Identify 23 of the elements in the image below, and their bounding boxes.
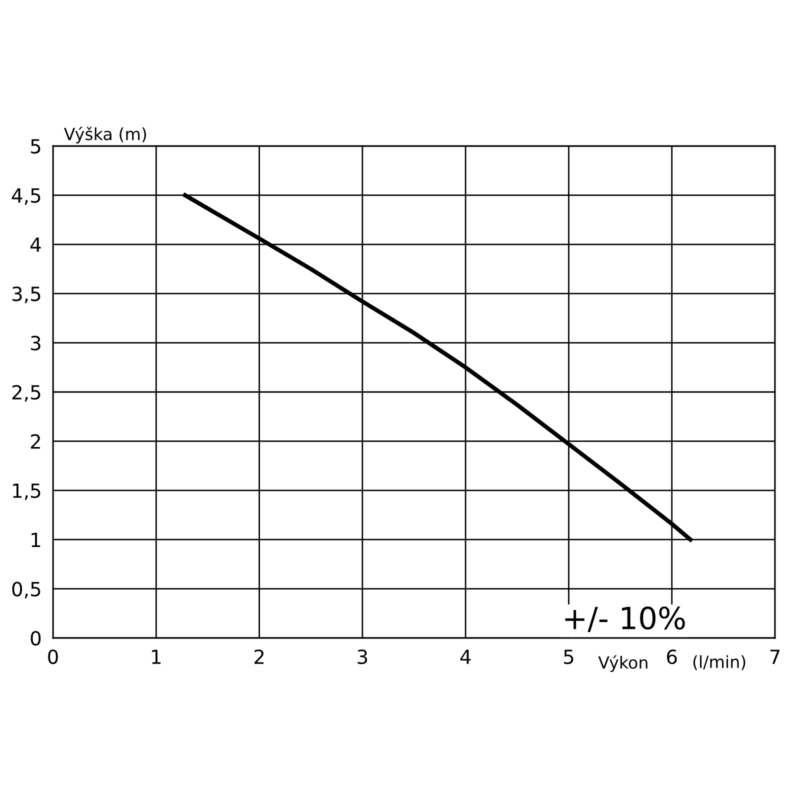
text: (l/min) bbox=[693, 655, 746, 670]
y-axis-title: Výška (m) bbox=[64, 126, 146, 144]
x-tick-label: 7 bbox=[770, 650, 780, 664]
y-tick-label: 3 bbox=[31, 336, 40, 350]
y-tick-label: 3,5 bbox=[12, 286, 40, 304]
x-tick-label: 3 bbox=[358, 649, 368, 664]
x-tick-label: 0 bbox=[48, 649, 58, 664]
y-tick-label: 4,5 bbox=[12, 188, 40, 205]
y-tick-label: 0 bbox=[30, 630, 41, 646]
x-axis-title: Výkon bbox=[598, 655, 648, 672]
x-tick-label: 5 bbox=[564, 650, 574, 664]
y-tick-label: 1 bbox=[32, 532, 40, 547]
y-tick-label: 1,5 bbox=[13, 484, 40, 500]
x-tick-label: 4 bbox=[460, 650, 471, 664]
annotation: +/- 10% bbox=[565, 606, 685, 632]
y-tick-label: 5 bbox=[31, 139, 40, 154]
y-tick-label: 2 bbox=[30, 434, 40, 449]
y-tick-label: 0,5 bbox=[12, 582, 40, 598]
x-tick-label: 2 bbox=[254, 649, 264, 664]
x-tick-label: 6 bbox=[667, 649, 677, 664]
x-tick-label: 1 bbox=[152, 650, 161, 664]
y-tick-label: 4 bbox=[30, 238, 41, 252]
y-tick-label: 2,5 bbox=[12, 384, 40, 402]
